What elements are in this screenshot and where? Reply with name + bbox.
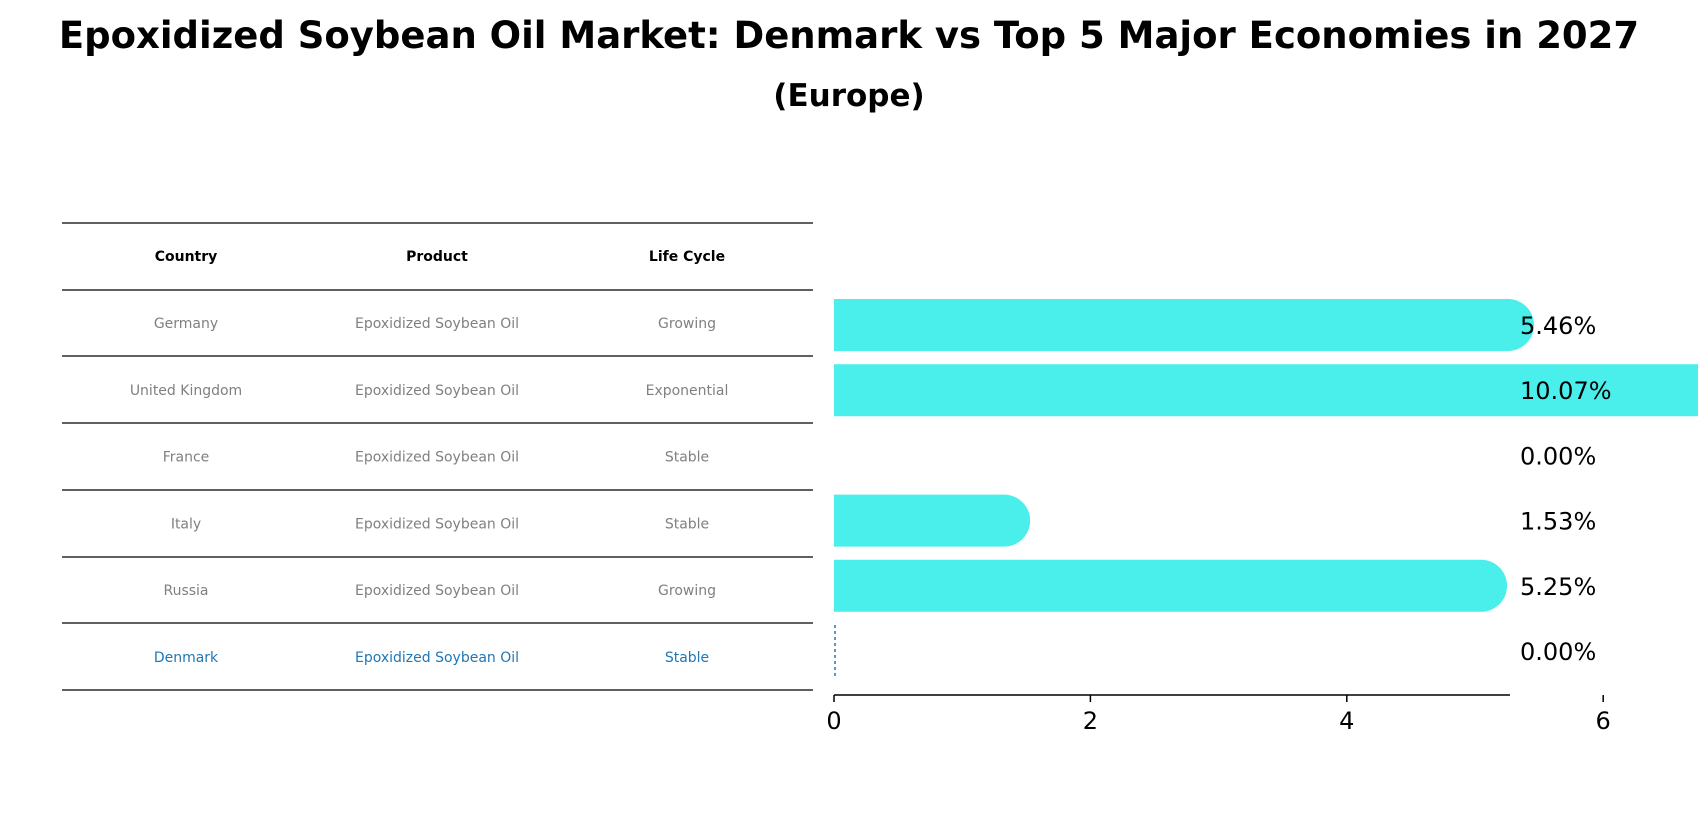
x-tick-label: 0: [826, 707, 841, 735]
bar-value-label: 1.53%: [1520, 508, 1596, 536]
table-cell: France: [163, 450, 210, 466]
table-cell: Growing: [658, 316, 716, 332]
table-cell: Epoxidized Soybean Oil: [355, 316, 519, 332]
bar: [834, 299, 1534, 351]
chart-title: Epoxidized Soybean Oil Market: Denmark v…: [58, 14, 1640, 57]
x-tick-label: 6: [1596, 707, 1611, 735]
bar-value-label: 5.25%: [1520, 573, 1596, 601]
table-cell: Italy: [171, 516, 201, 532]
table-cell: Stable: [665, 450, 709, 466]
bar-value-label: 10.07%: [1520, 377, 1612, 405]
bar: [834, 364, 1698, 417]
table-cell: United Kingdom: [130, 383, 242, 399]
table-cell: Denmark: [154, 650, 219, 666]
bar-chart: 02468105.46%10.07%0.00%1.53%5.25%0.00%: [826, 299, 1698, 735]
table-header-cell: Life Cycle: [649, 249, 725, 265]
data-table: Country Product Life Cycle Germany Epoxidize…: [62, 222, 813, 691]
table-cell: Germany: [154, 316, 218, 332]
table-cell: Growing: [658, 583, 716, 599]
table-header-cell: Country: [155, 249, 218, 265]
table-cell: Exponential: [646, 383, 729, 399]
bar: [834, 494, 1031, 547]
table-cell: Epoxidized Soybean Oil: [355, 516, 519, 532]
chart-subtitle: (Europe): [773, 78, 925, 114]
table-cell: Stable: [665, 516, 709, 532]
table-cell: Epoxidized Soybean Oil: [355, 450, 519, 466]
bar-value-label: 5.46%: [1520, 312, 1596, 340]
table-cell: Epoxidized Soybean Oil: [355, 650, 519, 666]
bar-value-label: 0.00%: [1520, 638, 1596, 666]
table-cell: Stable: [665, 650, 709, 666]
bar-value-label: 0.00%: [1520, 442, 1596, 470]
table-cell: Epoxidized Soybean Oil: [355, 383, 519, 399]
x-tick-label: 2: [1083, 707, 1098, 735]
table-cell: Epoxidized Soybean Oil: [355, 583, 519, 599]
table-cell: Russia: [163, 583, 208, 599]
table-header-cell: Product: [406, 249, 468, 265]
bar: [834, 559, 1508, 612]
x-tick-label: 4: [1339, 707, 1354, 735]
